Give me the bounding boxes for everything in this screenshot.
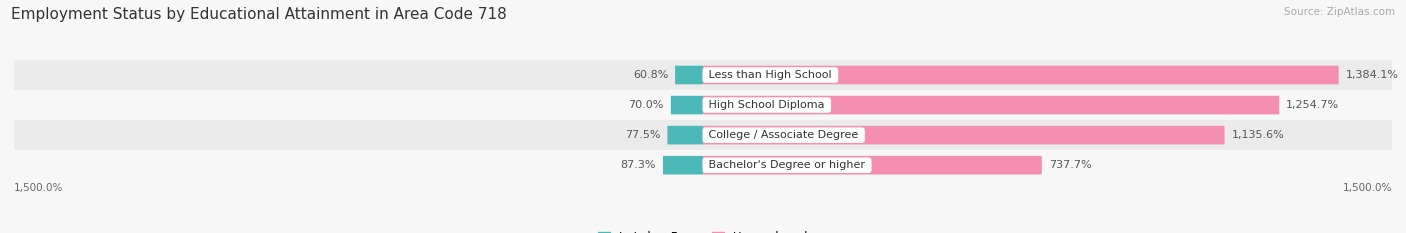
FancyBboxPatch shape [671, 96, 703, 114]
FancyBboxPatch shape [14, 120, 1392, 150]
Text: 70.0%: 70.0% [628, 100, 664, 110]
FancyBboxPatch shape [668, 126, 703, 144]
Text: 1,135.6%: 1,135.6% [1232, 130, 1284, 140]
Legend: In Labor Force, Unemployed: In Labor Force, Unemployed [593, 226, 813, 233]
Text: 60.8%: 60.8% [633, 70, 668, 80]
FancyBboxPatch shape [14, 60, 1392, 90]
FancyBboxPatch shape [14, 150, 1392, 180]
FancyBboxPatch shape [703, 156, 1042, 175]
Text: 1,384.1%: 1,384.1% [1346, 70, 1399, 80]
Text: 1,254.7%: 1,254.7% [1286, 100, 1340, 110]
Text: Bachelor's Degree or higher: Bachelor's Degree or higher [706, 160, 869, 170]
Text: Source: ZipAtlas.com: Source: ZipAtlas.com [1284, 7, 1395, 17]
Text: 87.3%: 87.3% [620, 160, 657, 170]
Text: 1,500.0%: 1,500.0% [1343, 183, 1392, 193]
Text: 1,500.0%: 1,500.0% [14, 183, 63, 193]
FancyBboxPatch shape [662, 156, 703, 175]
Text: 737.7%: 737.7% [1049, 160, 1091, 170]
Text: High School Diploma: High School Diploma [706, 100, 828, 110]
FancyBboxPatch shape [703, 66, 1339, 84]
FancyBboxPatch shape [703, 126, 1225, 144]
FancyBboxPatch shape [14, 90, 1392, 120]
Text: College / Associate Degree: College / Associate Degree [706, 130, 862, 140]
Text: Less than High School: Less than High School [706, 70, 835, 80]
FancyBboxPatch shape [703, 96, 1279, 114]
FancyBboxPatch shape [675, 66, 703, 84]
Text: 77.5%: 77.5% [626, 130, 661, 140]
Text: Employment Status by Educational Attainment in Area Code 718: Employment Status by Educational Attainm… [11, 7, 508, 22]
